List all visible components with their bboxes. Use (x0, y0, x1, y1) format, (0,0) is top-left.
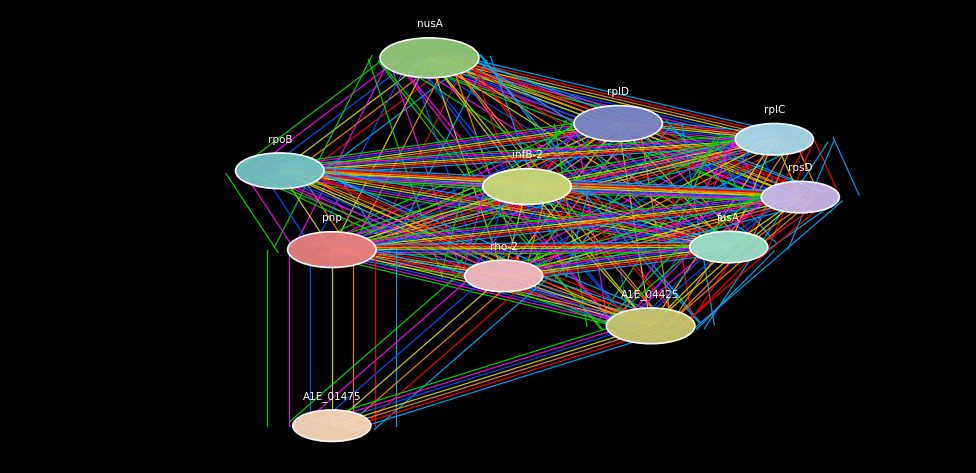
Text: rplC: rplC (763, 105, 785, 115)
Text: infB-2: infB-2 (511, 150, 543, 160)
Text: rho-2: rho-2 (490, 242, 517, 252)
Circle shape (483, 169, 571, 204)
Circle shape (574, 105, 663, 141)
Circle shape (380, 38, 479, 78)
Text: A1E_04425: A1E_04425 (622, 289, 680, 299)
Text: rpoB: rpoB (267, 134, 292, 145)
Circle shape (293, 410, 371, 441)
Circle shape (735, 123, 813, 155)
Text: nusA: nusA (417, 19, 442, 29)
Circle shape (606, 308, 695, 344)
Text: pnp: pnp (322, 213, 342, 223)
Circle shape (288, 232, 376, 268)
Text: A1E_01475: A1E_01475 (303, 391, 361, 402)
Text: rpsD: rpsD (788, 163, 813, 173)
Text: rplD: rplD (607, 87, 630, 97)
Circle shape (690, 231, 768, 263)
Circle shape (465, 260, 543, 292)
Circle shape (235, 153, 324, 189)
Text: fusA: fusA (717, 213, 740, 223)
Circle shape (761, 181, 839, 213)
